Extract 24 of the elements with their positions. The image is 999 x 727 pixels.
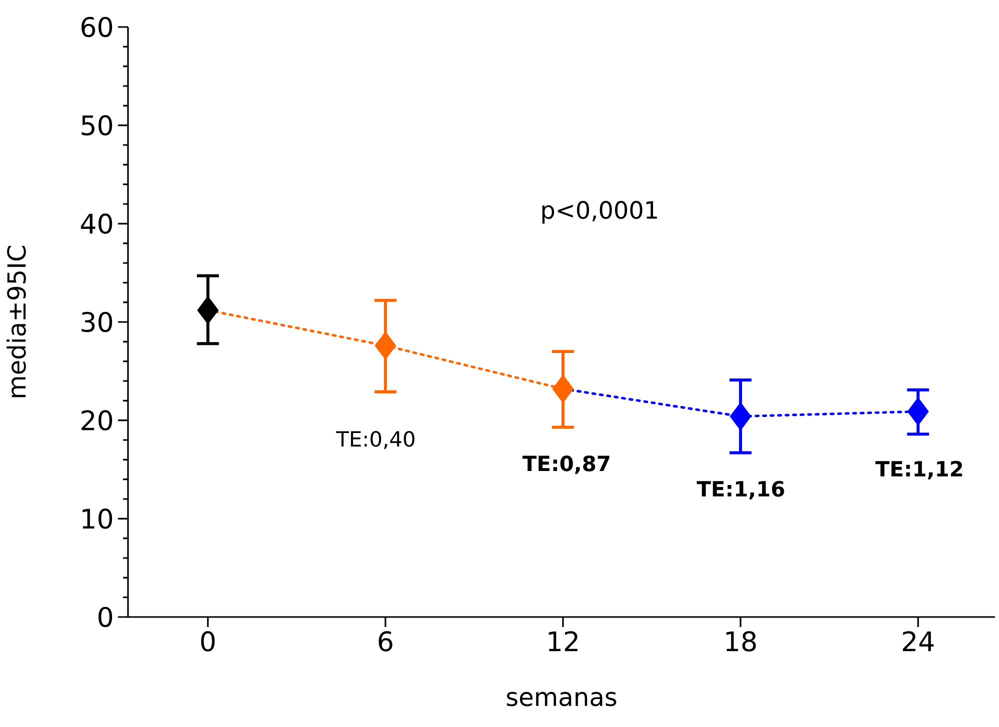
annotation: TE:1,16 [696,480,784,500]
y-tick-label: 40 [80,213,112,234]
x-axis-title: semanas [506,692,616,706]
annotation: TE:1,12 [875,460,962,480]
point [197,296,218,324]
y-tick-label: 10 [82,508,112,529]
y-tick-label: 30 [82,312,112,332]
point [374,332,396,360]
x-tick-label: 12 [548,631,578,652]
y-tick-label: 60 [82,16,112,38]
point [552,375,574,403]
y-axis-title: media±95IC [6,246,26,398]
x-tick-label: 18 [726,631,756,652]
annotation: p<0,0001 [542,200,657,224]
point [908,398,929,426]
y-tick-label: 0 [98,606,112,628]
x-tick-label: 0 [201,631,215,652]
y-tick-label: 50 [82,115,112,136]
x-tick-label: 6 [378,631,392,652]
annotation: TE:0,40 [336,431,414,449]
x-tick-label: 24 [902,631,934,652]
annotation: TE:0,87 [522,456,610,474]
y-tick-label: 20 [82,410,112,430]
point [730,402,752,430]
